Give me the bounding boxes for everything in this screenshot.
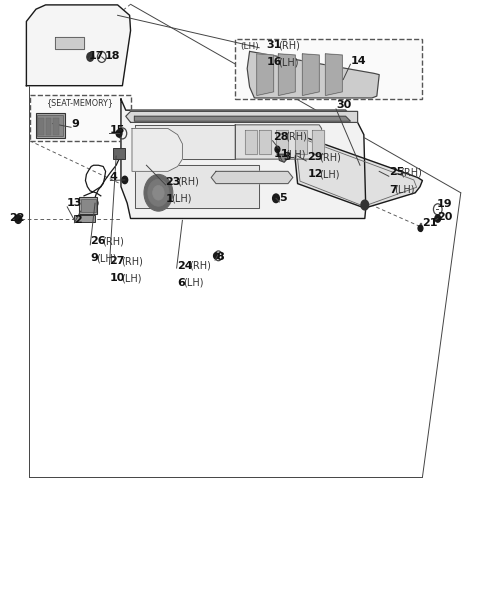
Bar <box>74 215 95 222</box>
Circle shape <box>148 179 169 206</box>
Circle shape <box>116 130 122 137</box>
Text: 14: 14 <box>350 56 366 66</box>
Text: {SEAT-MEMORY}: {SEAT-MEMORY} <box>47 99 114 108</box>
Text: (RH): (RH) <box>189 261 211 271</box>
Polygon shape <box>295 130 307 154</box>
Polygon shape <box>135 165 259 208</box>
Polygon shape <box>132 129 182 171</box>
Text: (RH): (RH) <box>319 152 341 162</box>
Text: 27: 27 <box>109 256 125 266</box>
Polygon shape <box>259 130 271 154</box>
Text: 19: 19 <box>437 200 453 209</box>
Text: (RH): (RH) <box>121 256 143 266</box>
Circle shape <box>275 146 280 152</box>
Polygon shape <box>211 171 293 184</box>
Polygon shape <box>295 135 422 208</box>
Text: 9: 9 <box>90 253 98 263</box>
Polygon shape <box>121 99 366 218</box>
Text: (LH): (LH) <box>121 274 142 283</box>
Text: 29: 29 <box>307 152 323 162</box>
Text: 7: 7 <box>389 185 396 195</box>
Text: 28: 28 <box>274 132 289 142</box>
Polygon shape <box>302 54 319 95</box>
Text: 6: 6 <box>178 278 185 288</box>
Text: (LH): (LH) <box>240 42 259 51</box>
Text: (RH): (RH) <box>177 177 199 187</box>
Polygon shape <box>420 223 421 231</box>
Circle shape <box>214 253 218 259</box>
Polygon shape <box>257 54 274 95</box>
Text: 11: 11 <box>274 149 289 159</box>
Bar <box>79 197 97 214</box>
Circle shape <box>122 176 128 184</box>
Polygon shape <box>245 130 257 154</box>
Text: 2: 2 <box>74 215 82 225</box>
Polygon shape <box>134 116 350 121</box>
Text: 17: 17 <box>89 51 104 61</box>
Text: 10: 10 <box>109 274 125 283</box>
Text: (LH): (LH) <box>319 170 339 179</box>
Circle shape <box>418 225 423 231</box>
Text: (LH): (LH) <box>183 278 204 288</box>
Bar <box>53 118 59 135</box>
Text: (LH): (LH) <box>96 253 117 263</box>
Circle shape <box>92 200 98 207</box>
Bar <box>46 118 51 135</box>
Polygon shape <box>312 130 324 154</box>
Polygon shape <box>235 125 322 159</box>
Bar <box>36 113 65 138</box>
Text: (LH): (LH) <box>171 194 192 204</box>
Text: 4: 4 <box>109 173 117 182</box>
Text: 22: 22 <box>9 214 24 223</box>
Text: 20: 20 <box>437 212 452 222</box>
Text: (RH): (RH) <box>285 132 307 142</box>
Text: 26: 26 <box>90 236 106 246</box>
Polygon shape <box>276 130 288 154</box>
Text: 21: 21 <box>422 218 438 228</box>
Text: (LH): (LH) <box>285 149 306 159</box>
Text: 24: 24 <box>178 261 193 271</box>
Text: 18: 18 <box>105 51 120 61</box>
Bar <box>114 149 124 158</box>
Text: 25: 25 <box>389 168 404 177</box>
Polygon shape <box>325 54 342 95</box>
Circle shape <box>144 174 173 211</box>
Polygon shape <box>135 125 235 159</box>
Text: (RH): (RH) <box>400 168 422 177</box>
Text: 15: 15 <box>109 125 125 135</box>
Text: 12: 12 <box>307 170 323 179</box>
Text: 31: 31 <box>266 40 282 50</box>
Polygon shape <box>55 37 84 49</box>
Circle shape <box>361 200 369 210</box>
Text: 23: 23 <box>166 177 181 187</box>
Text: 8: 8 <box>216 252 224 262</box>
Bar <box>30 95 131 141</box>
Bar <box>37 115 63 136</box>
Text: 1: 1 <box>166 194 173 204</box>
Text: 9: 9 <box>71 119 79 129</box>
Polygon shape <box>126 111 358 122</box>
Text: 3: 3 <box>283 152 291 162</box>
Circle shape <box>87 53 94 61</box>
Text: (RH): (RH) <box>102 236 124 246</box>
Text: (LH): (LH) <box>395 185 415 195</box>
Circle shape <box>435 215 441 222</box>
Circle shape <box>273 194 279 203</box>
Polygon shape <box>26 5 131 86</box>
Text: 5: 5 <box>279 193 287 203</box>
Circle shape <box>15 215 22 223</box>
Polygon shape <box>247 51 379 98</box>
Text: 13: 13 <box>66 198 82 208</box>
Polygon shape <box>278 54 295 95</box>
Bar <box>113 148 125 159</box>
Circle shape <box>153 185 164 200</box>
Polygon shape <box>278 154 288 162</box>
Text: 30: 30 <box>336 100 351 110</box>
Text: (LH): (LH) <box>278 58 299 67</box>
Bar <box>38 118 44 135</box>
Bar <box>235 39 422 99</box>
Bar <box>81 199 96 212</box>
Text: 16: 16 <box>266 58 282 67</box>
Text: (RH): (RH) <box>278 40 300 50</box>
